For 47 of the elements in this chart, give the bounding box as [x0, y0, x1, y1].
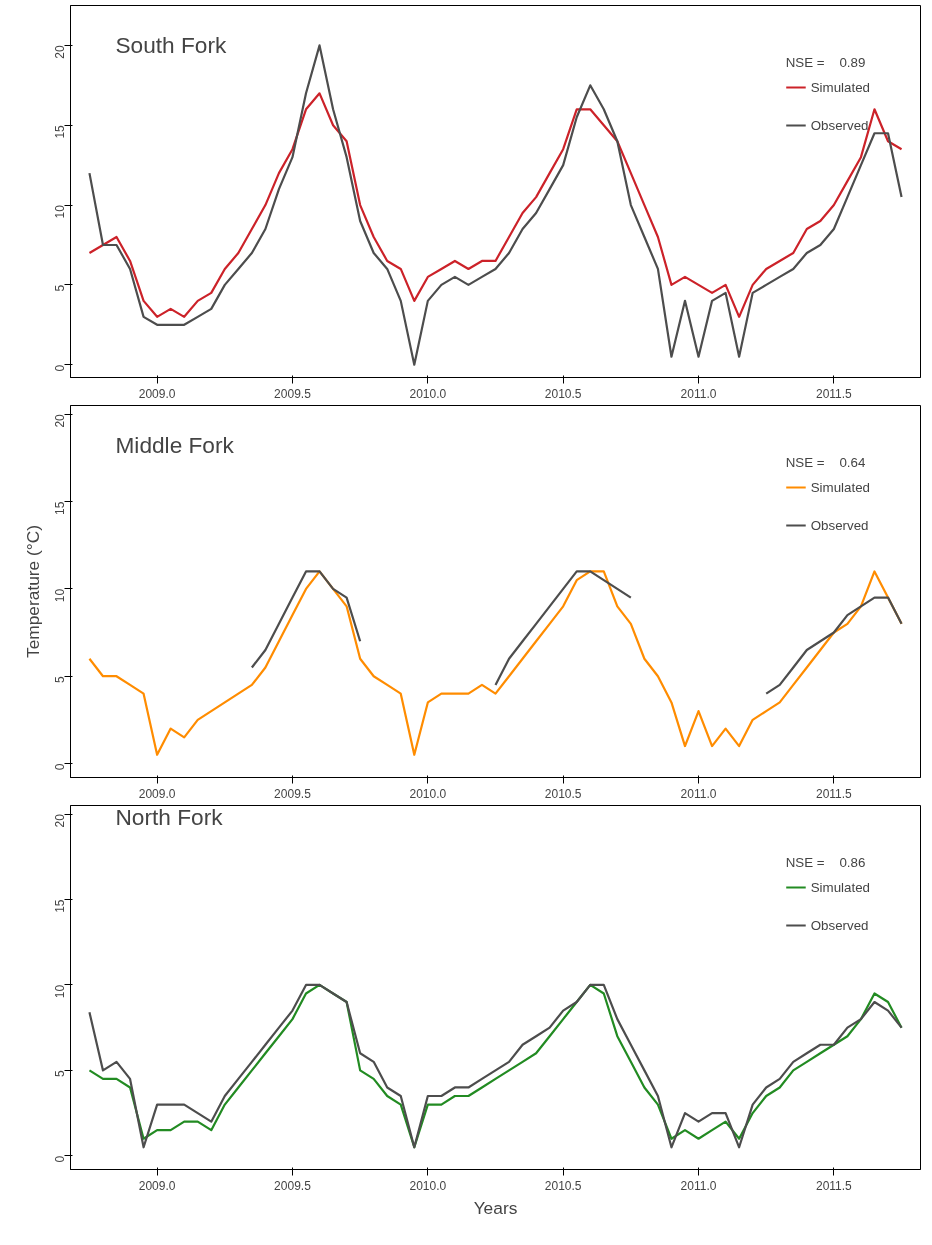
x-tick-label: 2010.0: [409, 1178, 447, 1193]
x-tick-label: 2009.0: [138, 386, 176, 401]
legend-label: Simulated: [810, 479, 870, 495]
y-tick-label: 20: [53, 413, 67, 428]
y-tick-label: 5: [53, 675, 67, 683]
x-tick-label: 2010.5: [544, 1178, 582, 1193]
x-tick-label: 2010.0: [409, 386, 447, 401]
y-tick-label: 10: [53, 588, 67, 603]
legend-label: Simulated: [810, 879, 870, 895]
legend-title: NSE = 0.64: [785, 455, 867, 470]
y-tick-label: 5: [53, 1070, 67, 1078]
x-tick-label: 2010.5: [544, 386, 582, 401]
chart-title: North Fork: [115, 803, 224, 830]
x-tick-label: 2009.5: [274, 386, 312, 401]
x-axis-title: Years: [473, 1197, 518, 1218]
y-tick-label: 0: [53, 763, 67, 771]
y-tick-label: 5: [53, 284, 67, 292]
x-tick-label: 2011.0: [680, 1178, 717, 1193]
y-tick-label: 15: [53, 899, 67, 913]
legend-label: Observed: [810, 917, 869, 933]
x-tick-label: 2011.0: [680, 786, 717, 801]
y-tick-label: 0: [53, 1155, 67, 1163]
y-tick-label: 20: [53, 813, 67, 828]
x-tick-label: 2009.0: [138, 1178, 176, 1193]
x-tick-label: 2011.5: [815, 786, 853, 801]
x-tick-label: 2009.5: [274, 1178, 312, 1193]
text: Middle Fork: [115, 431, 235, 458]
y-tick-label: 15: [53, 501, 67, 515]
y-tick-label: 10: [53, 204, 67, 219]
x-tick-label: 2009.5: [274, 786, 312, 801]
y-tick-label: 0: [53, 364, 67, 372]
text: South Fork: [115, 31, 227, 58]
y-tick-label: 15: [53, 124, 67, 139]
y-tick-label: 20: [53, 45, 67, 59]
x-tick-label: 2011.5: [815, 1178, 853, 1193]
x-tick-label: 2011.5: [815, 386, 853, 401]
legend-title: NSE = 0.86: [785, 855, 867, 870]
legend-label: Observed: [810, 517, 869, 533]
legend-label: Observed: [810, 117, 869, 133]
x-tick-label: 2010.0: [409, 786, 447, 801]
y-axis-title: Temperature (°C): [22, 524, 43, 659]
x-tick-label: 2010.5: [544, 786, 582, 801]
y-tick-label: 10: [53, 984, 67, 999]
legend-label: Simulated: [810, 79, 870, 95]
x-tick-label: 2011.0: [680, 386, 717, 401]
legend-title: NSE = 0.89: [785, 55, 867, 70]
x-tick-label: 2009.0: [138, 786, 176, 801]
